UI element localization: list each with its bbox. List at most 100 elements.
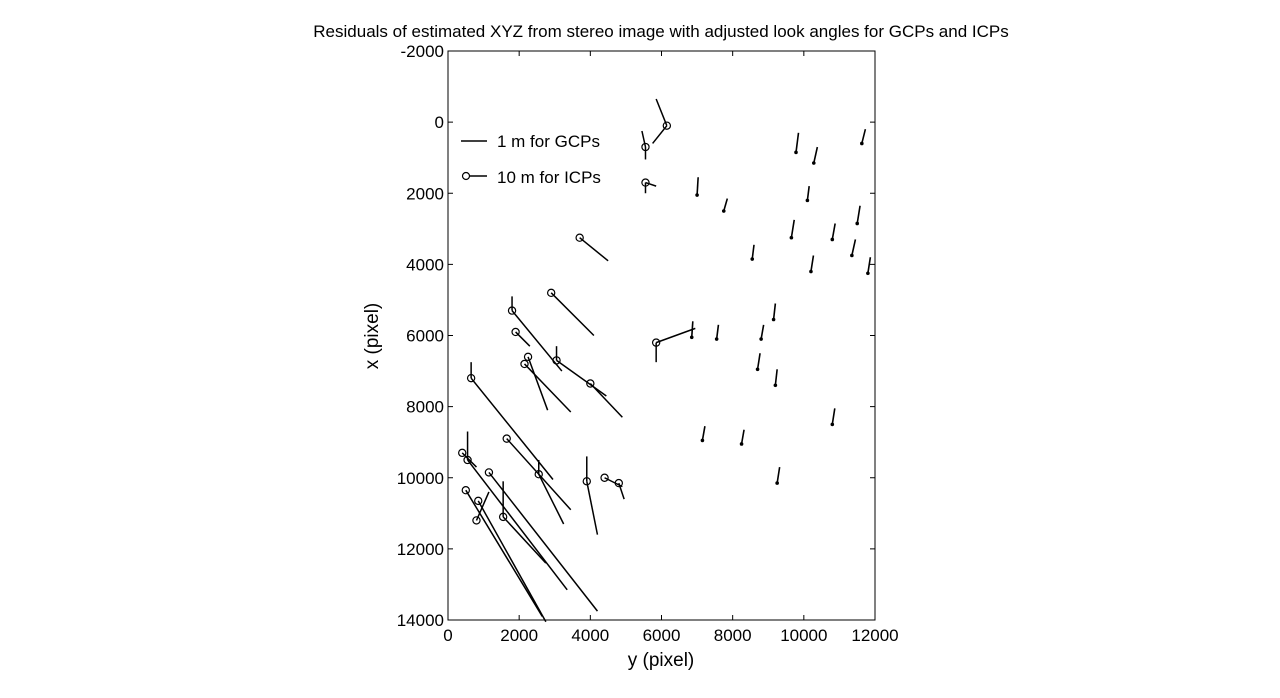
icp-residual-vector: [550, 292, 595, 337]
icp-point-marker: [507, 306, 517, 315]
icp-point-marker: [472, 516, 481, 525]
gcp-point-marker: [689, 335, 694, 340]
gcp-residual-vector: [813, 146, 819, 164]
icp-residual-vector: [523, 363, 572, 413]
icp-point-marker: [546, 288, 556, 298]
x-tick-label: 12000: [851, 626, 898, 645]
icp-point-marker: [502, 434, 511, 443]
icp-point-marker: [614, 478, 624, 488]
x-tick-label: 4000: [571, 626, 609, 645]
y-tick-label: 8000: [406, 398, 444, 417]
icp-residual-vector: [511, 310, 563, 372]
gcp-point-marker: [860, 141, 864, 146]
icp-residual-vector: [589, 382, 623, 418]
icp-residual-vector: [618, 482, 625, 500]
gcp-point-marker: [755, 367, 760, 372]
icp-residual-vector: [556, 359, 607, 397]
gcp-residual-vector: [795, 132, 800, 153]
icp-point-marker: [458, 448, 467, 458]
x-tick-label: 0: [443, 626, 452, 645]
icp-residual-vector: [538, 473, 565, 525]
gcp-point-marker: [811, 161, 816, 165]
gcp-point-marker: [695, 193, 699, 197]
gcp-point-marker: [855, 221, 860, 226]
gcp-point-marker: [809, 269, 813, 274]
gcp-residual-vector: [806, 186, 810, 201]
gcp-residual-vector: [851, 239, 857, 256]
icp-residual-vector: [527, 356, 549, 411]
icp-point-marker: [461, 485, 470, 495]
gcp-residual-vector: [831, 223, 836, 240]
x-tick-label: 2000: [500, 626, 538, 645]
icp-point-marker: [474, 496, 483, 506]
chart-title: Residuals of estimated XYZ from stereo i…: [313, 22, 1008, 41]
y-tick-label: 6000: [406, 327, 444, 346]
x-axis-title: y (pixel): [628, 650, 695, 671]
gcp-point-marker: [805, 198, 810, 203]
gcp-residual-vector: [831, 408, 836, 425]
gcp-point-marker: [759, 337, 763, 341]
gcp-residual-vector: [774, 369, 778, 386]
icp-residual-vector: [466, 459, 568, 591]
gcp-residual-vector: [701, 426, 706, 441]
x-tick-label: 8000: [714, 626, 752, 645]
x-tick-label: 6000: [643, 626, 681, 645]
icp-residual-vector: [475, 491, 490, 521]
gcp-residual-vector: [740, 429, 745, 445]
gcp-residual-vector: [751, 244, 755, 260]
icp-residual-vector: [502, 516, 547, 564]
legend-gcp-label: 1 m for GCPs: [497, 132, 600, 151]
icp-point-marker: [641, 142, 650, 152]
icp-point-marker: [575, 233, 584, 242]
icp-residual-vector: [465, 489, 543, 617]
icp-point-marker: [520, 359, 529, 369]
icp-point-marker: [651, 338, 661, 347]
gcp-residual-vector: [861, 129, 867, 144]
icp-point-marker: [641, 178, 650, 187]
gcp-point-marker: [773, 383, 778, 388]
gcp-point-marker: [721, 209, 726, 213]
y-tick-label: 10000: [397, 469, 444, 488]
icp-residual-vector: [488, 471, 599, 612]
gcp-point-marker: [830, 422, 835, 427]
icp-residual-vector: [641, 130, 647, 148]
gcp-point-marker: [771, 317, 776, 322]
icp-residual-vector: [655, 327, 696, 344]
icp-residual-vector: [477, 500, 547, 623]
x-axis: 0 2000 4000 6000 8000 10000 12000: [443, 51, 899, 645]
icp-point-marker: [466, 373, 476, 383]
legend-icp-label: 10 m for ICPs: [497, 168, 601, 187]
icp-residual-vector: [655, 98, 668, 126]
gcp-point-marker: [775, 481, 779, 485]
icp-point-marker: [662, 121, 672, 130]
gcp-point-marker: [700, 438, 705, 443]
icp-point-marker: [600, 473, 609, 482]
icp-point-marker: [534, 469, 543, 479]
icp-residual-vector: [645, 181, 657, 187]
gcp-residual-vector: [760, 324, 765, 340]
gcp-point-marker: [714, 337, 719, 341]
gcp-residual-vector: [715, 324, 720, 340]
gcp-point-marker: [850, 253, 854, 258]
icp-point-marker: [484, 468, 494, 477]
gcp-residual-vector: [810, 255, 815, 272]
legend: 1 m for GCPs 10 m for ICPs: [461, 132, 601, 187]
y-tick-label: 12000: [397, 540, 444, 559]
gcp-residual-vector: [772, 303, 777, 320]
icp-residual-vector: [579, 237, 609, 262]
gcp-point-marker: [750, 257, 755, 261]
gcp-residual-vector: [756, 353, 761, 370]
y-axis: -2000 0 2000 4000 6000 8000 10000 12000 14000: [397, 42, 875, 630]
y-tick-label: 0: [435, 113, 444, 132]
icp-point-marker: [552, 356, 561, 365]
icp-point-marker: [523, 352, 533, 362]
icp-point-marker: [498, 512, 508, 522]
icp-residual-vector: [586, 481, 599, 535]
icp-point-marker: [582, 477, 591, 486]
legend-icp-marker: [461, 171, 471, 181]
residual-vectors: [458, 98, 872, 623]
gcp-residual-vector: [723, 198, 729, 212]
gcp-point-marker: [830, 237, 835, 242]
icp-point-marker: [586, 379, 595, 388]
y-tick-label: -2000: [401, 42, 444, 61]
